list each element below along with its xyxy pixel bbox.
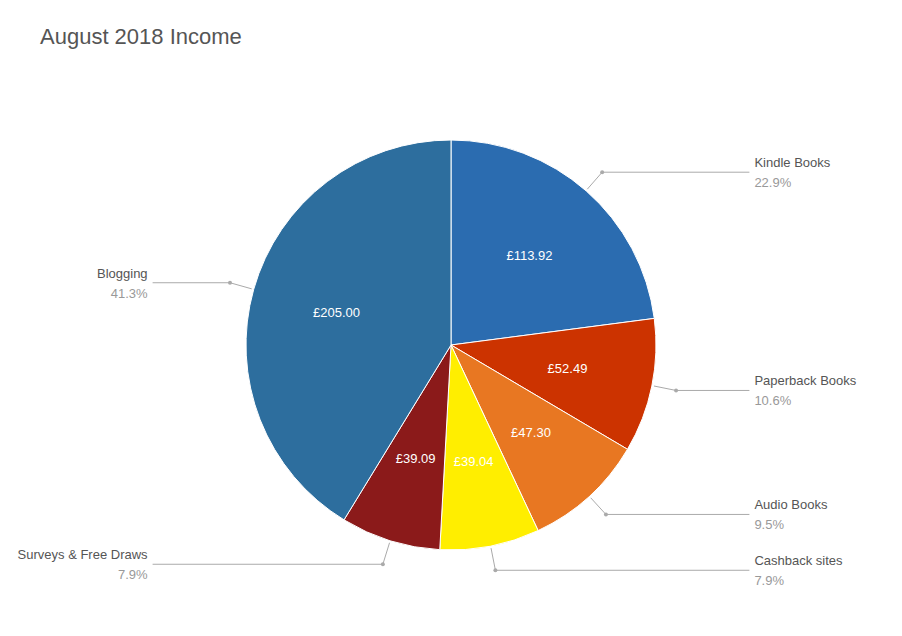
category-label: Surveys & Free Draws bbox=[18, 547, 149, 562]
leader-dot bbox=[493, 568, 497, 572]
leader-dot bbox=[674, 388, 678, 392]
leader-line bbox=[591, 498, 750, 515]
category-label: Audio Books bbox=[754, 497, 827, 512]
leader-dot bbox=[600, 170, 604, 174]
title: August 2018 Income bbox=[40, 24, 242, 49]
value-label: £52.49 bbox=[548, 361, 588, 376]
leader-dot bbox=[228, 281, 232, 285]
leader-line bbox=[153, 283, 252, 289]
share-label: 9.5% bbox=[754, 517, 784, 532]
value-label: £47.30 bbox=[511, 425, 551, 440]
value-label: £113.92 bbox=[506, 248, 552, 263]
leader-dot bbox=[604, 512, 608, 516]
slices bbox=[246, 140, 656, 550]
category-label: Blogging bbox=[97, 266, 148, 281]
value-label: £39.09 bbox=[396, 451, 436, 466]
value-label: £39.04 bbox=[454, 454, 494, 469]
category-label: Kindle Books bbox=[754, 155, 830, 170]
pie: £113.92£52.49£47.30£39.04£39.09£205.00Ki… bbox=[18, 140, 857, 588]
value-labels: £113.92 £52.49 £47.30 £39.04 £39.09 £205.00 bbox=[313, 248, 587, 469]
share-label: 22.9% bbox=[754, 175, 791, 190]
leader-line bbox=[153, 543, 390, 565]
slice bbox=[451, 140, 654, 345]
leader-dot bbox=[381, 562, 385, 566]
leader-line bbox=[491, 548, 749, 570]
category-label: Cashback sites bbox=[754, 553, 843, 568]
leader-line bbox=[587, 172, 749, 189]
share-label: 41.3% bbox=[111, 286, 148, 301]
value-label: £205.00 bbox=[313, 305, 360, 320]
category-label: Paperback Books bbox=[754, 373, 856, 388]
share-label: 10.6% bbox=[754, 393, 791, 408]
leader-line bbox=[654, 386, 749, 390]
outer-labels: Kindle Books 22.9% Paperback Books 10.6% Aud… bbox=[18, 155, 857, 588]
share-label: 7.9% bbox=[754, 573, 784, 588]
slice bbox=[440, 345, 538, 550]
chart: August 2018 Income £113.92 £52.49 £47.30 £39… bbox=[0, 0, 902, 636]
slice bbox=[246, 140, 451, 520]
share-label: 7.9% bbox=[118, 567, 148, 582]
